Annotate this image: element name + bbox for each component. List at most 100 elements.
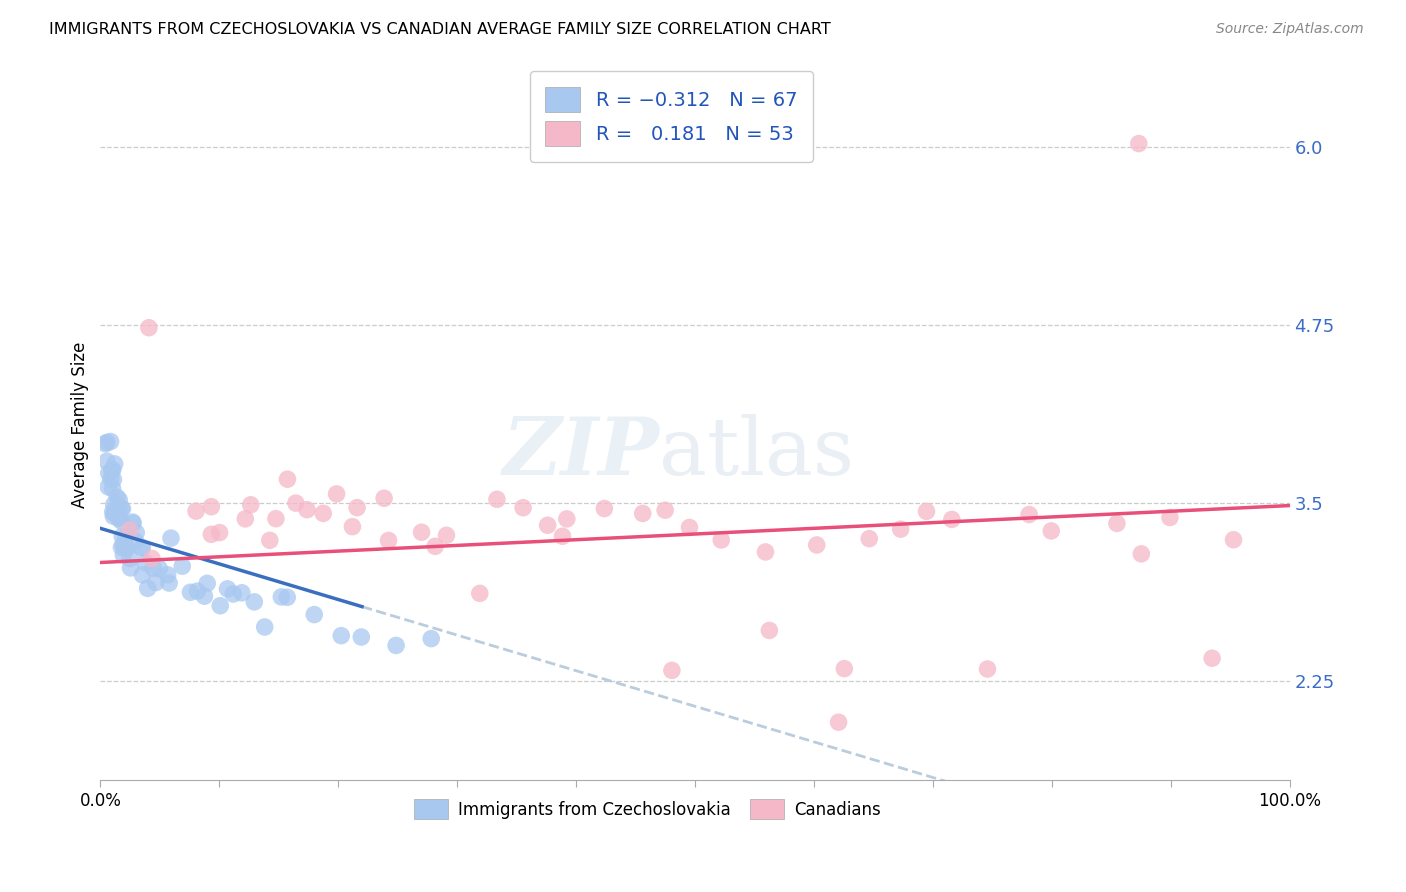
Point bbox=[108, 510, 131, 524]
Point bbox=[131, 541, 153, 555]
Point bbox=[110, 501, 132, 516]
Point bbox=[118, 551, 141, 566]
Point bbox=[654, 503, 676, 517]
Point bbox=[941, 512, 963, 526]
Point bbox=[1201, 651, 1223, 665]
Point bbox=[186, 584, 208, 599]
Point bbox=[346, 500, 368, 515]
Point bbox=[834, 662, 856, 676]
Point bbox=[193, 589, 215, 603]
Point bbox=[312, 507, 335, 521]
Point bbox=[208, 525, 231, 540]
Point bbox=[114, 540, 136, 554]
Point bbox=[411, 525, 433, 540]
Point bbox=[264, 511, 287, 525]
Point bbox=[217, 582, 239, 596]
Point bbox=[96, 454, 118, 468]
Point bbox=[1105, 516, 1128, 531]
Point bbox=[385, 639, 408, 653]
Point bbox=[103, 498, 125, 512]
Text: IMMIGRANTS FROM CZECHOSLOVAKIA VS CANADIAN AVERAGE FAMILY SIZE CORRELATION CHART: IMMIGRANTS FROM CZECHOSLOVAKIA VS CANADI… bbox=[49, 22, 831, 37]
Point bbox=[94, 437, 117, 451]
Point bbox=[160, 531, 183, 545]
Point bbox=[468, 586, 491, 600]
Point bbox=[97, 480, 120, 494]
Point bbox=[122, 516, 145, 531]
Point bbox=[110, 541, 132, 555]
Point bbox=[806, 538, 828, 552]
Point bbox=[1159, 510, 1181, 524]
Point bbox=[101, 463, 124, 477]
Point bbox=[112, 548, 135, 562]
Point bbox=[112, 538, 135, 552]
Point bbox=[118, 523, 141, 537]
Point bbox=[631, 507, 654, 521]
Point bbox=[101, 482, 124, 496]
Point bbox=[270, 590, 292, 604]
Point bbox=[377, 533, 399, 548]
Point bbox=[114, 530, 136, 544]
Point bbox=[512, 500, 534, 515]
Point bbox=[233, 512, 256, 526]
Point bbox=[108, 492, 131, 507]
Point bbox=[136, 582, 159, 596]
Point bbox=[104, 457, 127, 471]
Point bbox=[124, 534, 146, 549]
Point bbox=[111, 501, 134, 516]
Point bbox=[195, 576, 218, 591]
Point bbox=[276, 591, 298, 605]
Point bbox=[101, 505, 124, 519]
Point bbox=[304, 607, 326, 622]
Point bbox=[111, 530, 134, 544]
Point bbox=[827, 715, 849, 730]
Point bbox=[101, 463, 124, 477]
Point bbox=[145, 575, 167, 590]
Point bbox=[200, 500, 222, 514]
Point bbox=[758, 624, 780, 638]
Point bbox=[555, 512, 578, 526]
Point bbox=[184, 504, 207, 518]
Point bbox=[420, 632, 443, 646]
Point bbox=[350, 630, 373, 644]
Text: atlas: atlas bbox=[659, 414, 855, 491]
Text: ZIP: ZIP bbox=[502, 414, 659, 491]
Point bbox=[141, 551, 163, 566]
Point bbox=[179, 585, 201, 599]
Point bbox=[537, 518, 560, 533]
Point bbox=[103, 507, 125, 521]
Point bbox=[976, 662, 998, 676]
Text: Source: ZipAtlas.com: Source: ZipAtlas.com bbox=[1216, 22, 1364, 37]
Point bbox=[1128, 136, 1150, 151]
Y-axis label: Average Family Size: Average Family Size bbox=[72, 342, 89, 508]
Point bbox=[108, 511, 131, 525]
Point bbox=[284, 496, 307, 510]
Point bbox=[239, 498, 262, 512]
Point bbox=[890, 522, 912, 536]
Point bbox=[114, 541, 136, 555]
Point bbox=[96, 435, 118, 450]
Point bbox=[678, 520, 700, 534]
Point bbox=[259, 533, 281, 548]
Point bbox=[915, 504, 938, 518]
Point bbox=[754, 545, 776, 559]
Point bbox=[148, 562, 170, 576]
Point bbox=[485, 492, 508, 507]
Point bbox=[295, 502, 318, 516]
Point bbox=[110, 514, 132, 528]
Point bbox=[858, 532, 880, 546]
Point bbox=[423, 539, 446, 553]
Point bbox=[120, 561, 142, 575]
Point bbox=[138, 320, 160, 334]
Point bbox=[1222, 533, 1244, 547]
Point bbox=[125, 525, 148, 540]
Point bbox=[172, 559, 194, 574]
Point bbox=[253, 620, 276, 634]
Point bbox=[157, 576, 180, 591]
Point bbox=[593, 501, 616, 516]
Point bbox=[710, 533, 733, 547]
Point bbox=[342, 519, 364, 533]
Point bbox=[97, 466, 120, 480]
Point bbox=[200, 527, 222, 541]
Point bbox=[131, 567, 153, 582]
Point bbox=[103, 509, 125, 524]
